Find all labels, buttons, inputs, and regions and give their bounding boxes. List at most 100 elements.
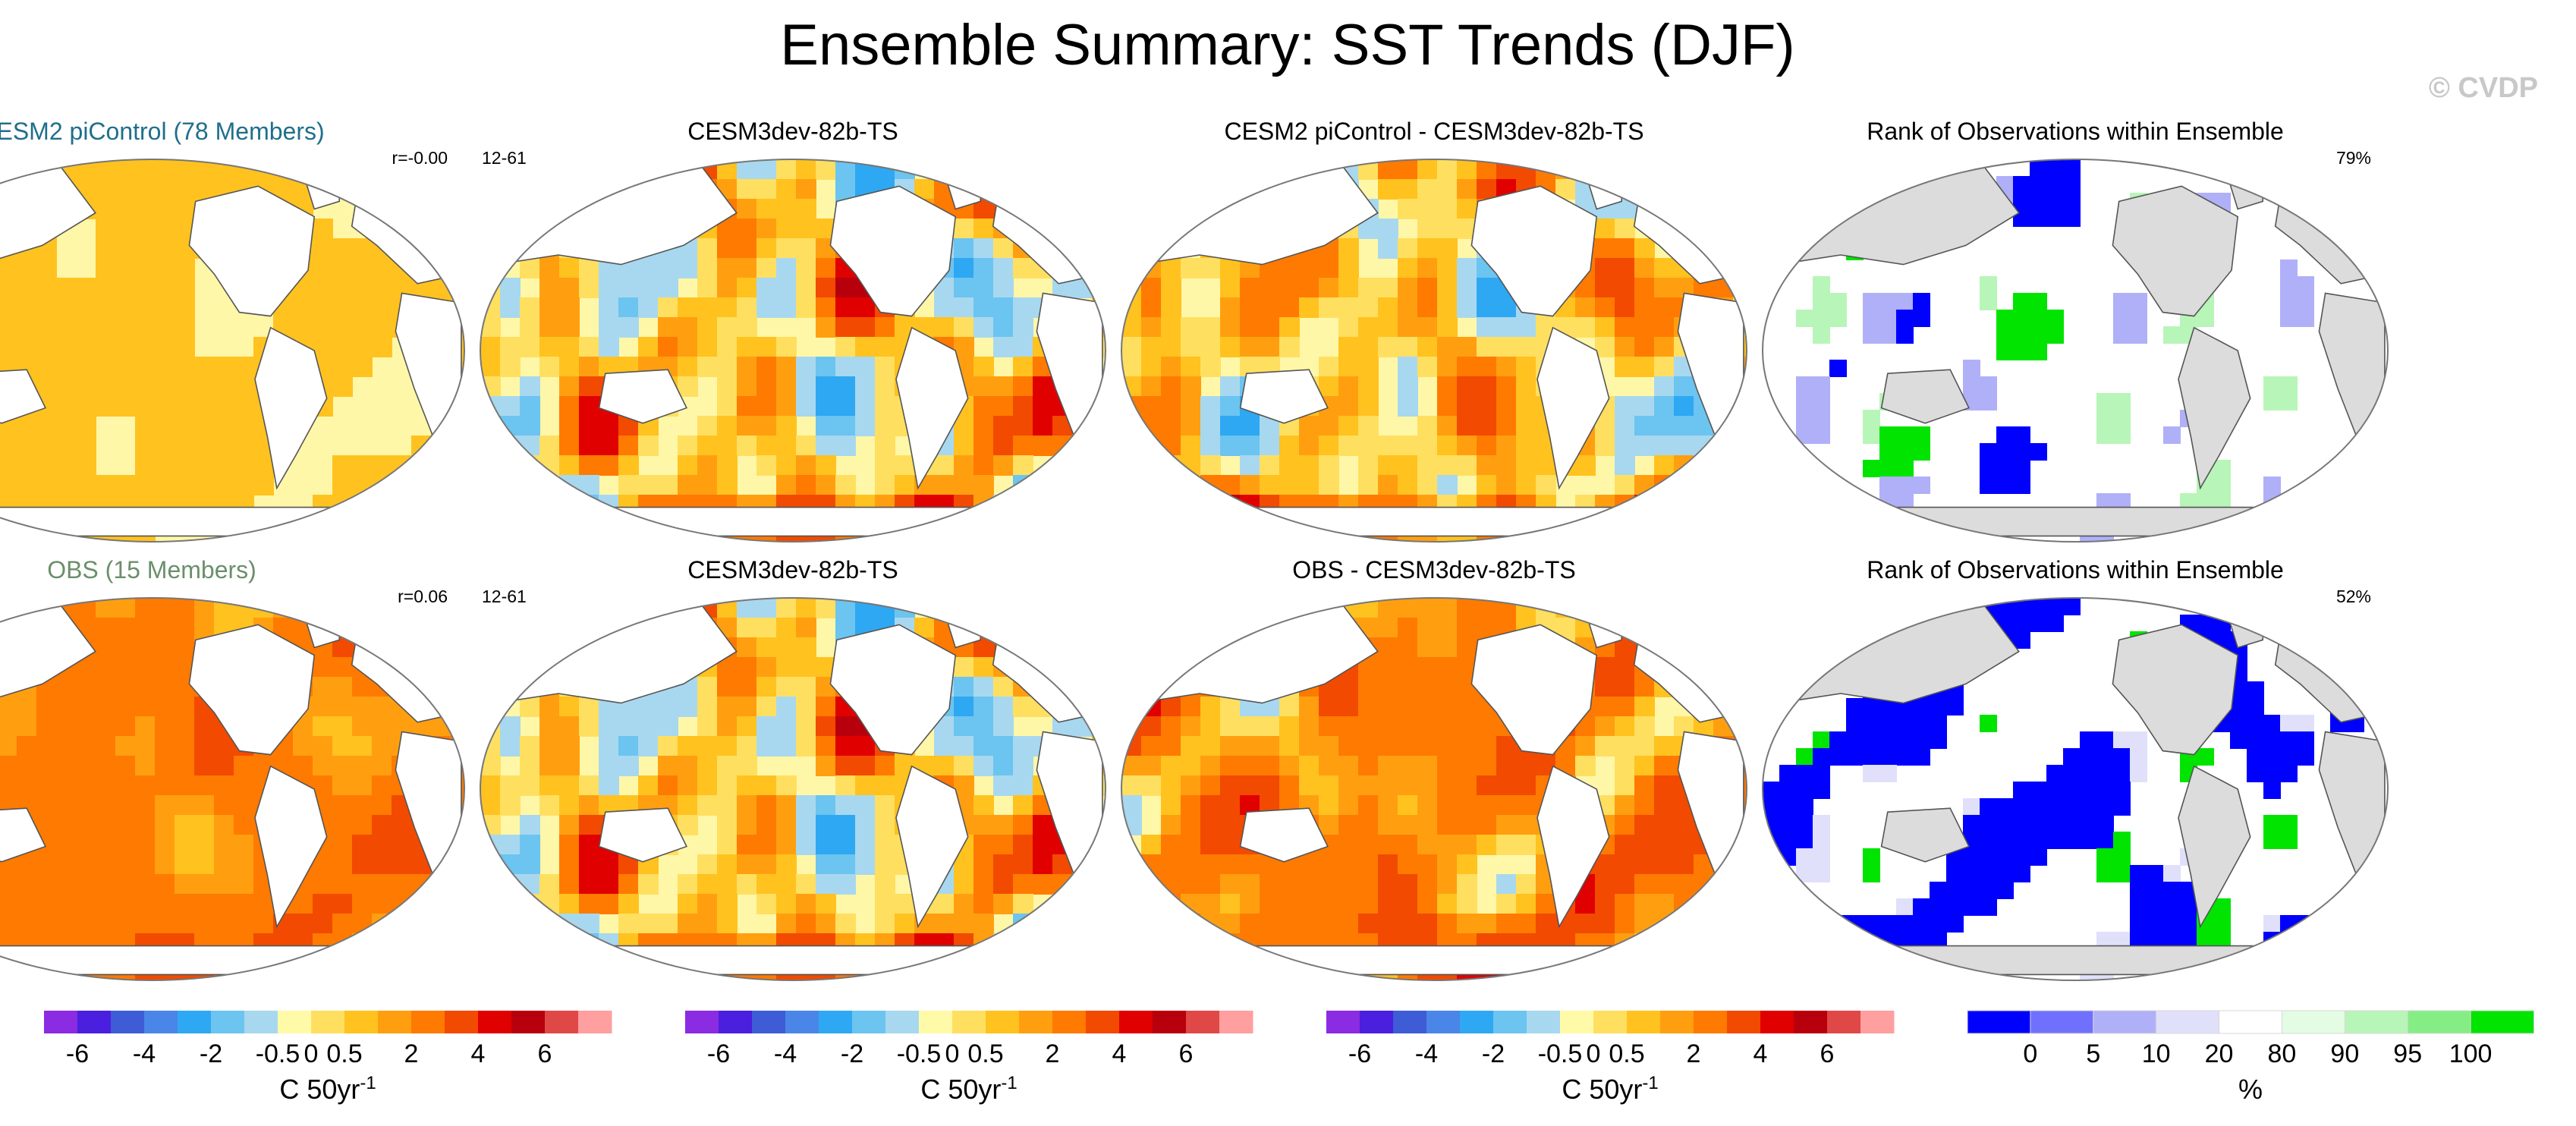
field-cell: [1477, 436, 1497, 456]
field-cell: [96, 894, 116, 914]
field-cell: [392, 514, 412, 535]
field-cell: [76, 736, 96, 756]
field-cell: [2263, 715, 2281, 732]
field-cell: [2030, 343, 2047, 360]
field-cell: [1161, 534, 1181, 542]
field-cell: [1634, 697, 1655, 717]
field-cell: [1398, 179, 1418, 200]
field-cell: [1674, 436, 1694, 456]
field-cell: [431, 199, 451, 219]
field-cell: [717, 775, 738, 796]
field-cell: [332, 815, 353, 835]
field-cell: [96, 914, 116, 934]
field-cell: [1980, 815, 1997, 832]
field-cell: [934, 973, 955, 980]
field-cell: [934, 317, 955, 338]
field-cell: [1181, 815, 1201, 835]
field-cell: [500, 657, 521, 678]
field-cell: [194, 376, 215, 397]
field-cell: [313, 657, 333, 678]
field-cell: [1181, 756, 1201, 776]
field-cell: [1879, 698, 1897, 716]
field-cell: [697, 455, 718, 476]
colorbar-row: -6 -4 -2 -0.5 0 0.5 2 4 6C 50yr-1-6 -4 -2 -0.5 0 0.5 2…: [44, 1010, 2534, 1105]
field-cell: [451, 199, 464, 219]
antarctica-landmass: [0, 945, 440, 976]
field-cell: [2063, 209, 2081, 227]
field-cell: [115, 894, 136, 914]
field-cell: [372, 815, 392, 835]
field-cell: [36, 297, 57, 318]
field-cell: [1092, 436, 1106, 456]
field-cell: [520, 219, 540, 239]
field-cell: [56, 716, 77, 737]
field-cell: [1930, 731, 1947, 749]
field-cell: [2213, 915, 2231, 933]
field-cell: [1615, 258, 1635, 278]
field-cell: [855, 775, 876, 796]
field-cell: [1813, 865, 1830, 882]
field-cell: [697, 278, 718, 298]
field-cell: [115, 598, 136, 618]
field-cell: [155, 436, 175, 456]
field-cell: [1829, 310, 1847, 327]
field-cell: [895, 455, 915, 476]
field-cell: [993, 258, 1014, 278]
field-cell: [1338, 716, 1359, 737]
field-cell: [1338, 795, 1359, 816]
field-cell: [796, 874, 816, 895]
field-cell: [599, 854, 619, 875]
field-cell: [480, 179, 501, 200]
field-cell: [678, 775, 698, 796]
field-cell: [1072, 238, 1093, 259]
field-cell: [1496, 357, 1517, 377]
field-cell: [155, 258, 175, 278]
field-cell: [2113, 848, 2131, 866]
field-cell: [539, 637, 560, 658]
field-cell: [500, 436, 521, 456]
field-cell: [678, 337, 698, 357]
field-cell: [2080, 748, 2097, 766]
field-cell: [76, 436, 96, 456]
field-cell: [115, 357, 136, 377]
field-cell: [1713, 238, 1734, 259]
field-cell: [1733, 416, 1747, 436]
field-cell: [973, 258, 994, 278]
field-cell: [1358, 894, 1379, 914]
field-cell: [816, 416, 836, 436]
field-cell: [1863, 715, 1880, 732]
field-cell: [1279, 756, 1300, 776]
field-cell: [1417, 534, 1438, 542]
field-cell: [539, 874, 560, 895]
field-cell: [2096, 493, 2114, 511]
field-cell: [1358, 697, 1379, 717]
field-cell: [352, 736, 373, 756]
field-cell: [1674, 416, 1694, 436]
colorbar-tick-label: -2: [1482, 1040, 1505, 1068]
field-cell: [855, 376, 876, 397]
field-cell: [1121, 697, 1142, 717]
field-cell: [392, 199, 412, 219]
field-cell: [895, 973, 915, 980]
field-cell: [1694, 514, 1714, 535]
field-cell: [1220, 716, 1241, 737]
field-cell: [1181, 357, 1201, 377]
field-cell: [115, 835, 136, 855]
field-cell: [993, 854, 1014, 875]
field-cell: [954, 436, 974, 456]
field-cell: [1654, 317, 1675, 338]
field-cell: [332, 854, 353, 875]
field-cell: [2297, 965, 2314, 980]
field-cell: [313, 258, 333, 278]
field-cell: [1930, 915, 1947, 933]
field-cell: [1615, 894, 1635, 914]
field-cell: [697, 775, 718, 796]
field-cell: [1634, 736, 1655, 756]
field-cell: [796, 677, 816, 697]
field-cell: [1477, 396, 1497, 417]
field-cell: [1634, 795, 1655, 816]
field-cell: [2113, 326, 2131, 344]
field-cell: [1879, 293, 1897, 310]
field-cell: [293, 317, 313, 338]
field-cell: [96, 973, 116, 980]
